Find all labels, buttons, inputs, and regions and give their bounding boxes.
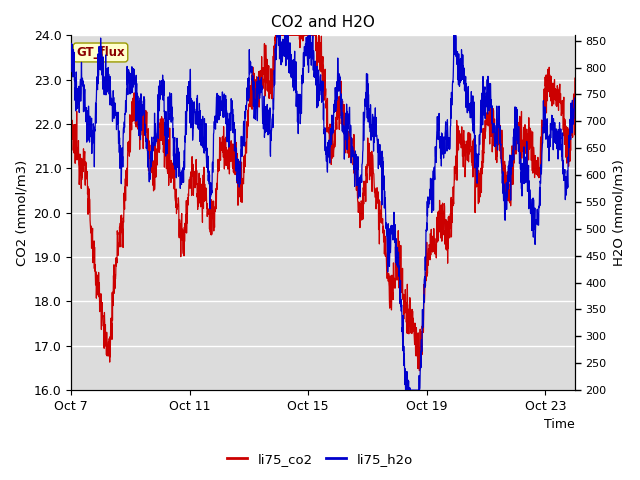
Y-axis label: H2O (mmol/m3): H2O (mmol/m3)	[612, 159, 625, 266]
Text: GT_flux: GT_flux	[76, 46, 125, 59]
Y-axis label: CO2 (mmol/m3): CO2 (mmol/m3)	[15, 160, 28, 266]
X-axis label: Time: Time	[544, 419, 575, 432]
Title: CO2 and H2O: CO2 and H2O	[271, 15, 375, 30]
Legend: li75_co2, li75_h2o: li75_co2, li75_h2o	[222, 447, 418, 471]
